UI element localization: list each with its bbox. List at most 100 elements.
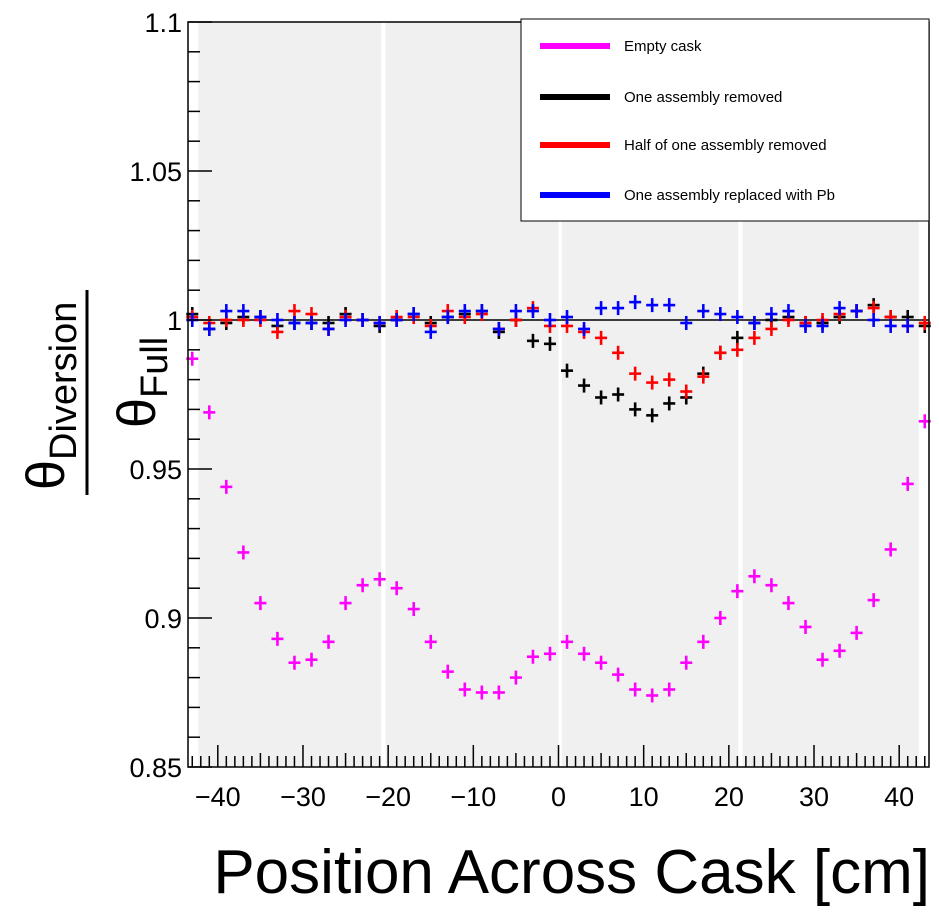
data-point	[526, 333, 539, 348]
data-point	[646, 408, 659, 423]
y-axis-title: θ Diversion θ Full	[16, 290, 176, 495]
data-point	[629, 402, 642, 417]
data-point	[543, 646, 556, 661]
legend-label: One assembly removed	[624, 89, 782, 106]
data-point	[595, 330, 608, 345]
data-point	[748, 315, 761, 330]
data-point	[492, 685, 505, 700]
data-point	[543, 336, 556, 351]
data-point	[629, 295, 642, 310]
x-tick-label: 40	[884, 782, 914, 812]
data-point	[833, 301, 846, 316]
data-point	[714, 611, 727, 625]
data-point	[578, 646, 591, 661]
data-point	[339, 313, 352, 327]
data-point	[203, 405, 216, 420]
data-point	[390, 313, 403, 327]
data-point	[663, 396, 676, 411]
data-point	[356, 578, 369, 593]
x-tick-label: 20	[714, 782, 744, 812]
data-point	[680, 315, 693, 330]
data-point	[765, 578, 778, 593]
data-point	[782, 304, 795, 319]
legend-label: Half of one assembly removed	[624, 137, 827, 154]
data-point	[543, 313, 556, 327]
data-point	[322, 634, 335, 649]
data-point	[731, 342, 744, 357]
y-tick-label: 0.85	[129, 753, 182, 783]
data-point	[629, 366, 642, 381]
data-point	[407, 307, 420, 322]
data-point	[237, 545, 250, 560]
data-point	[663, 298, 676, 313]
y-tick-label: 1.05	[129, 157, 182, 187]
data-point	[254, 596, 267, 611]
data-point	[646, 298, 659, 313]
data-point	[748, 330, 761, 345]
data-point	[782, 596, 795, 611]
data-point	[765, 321, 778, 336]
data-point	[561, 310, 574, 325]
y-title-denominator-symbol: θ	[107, 398, 167, 428]
legend-label: One assembly replaced with Pb	[624, 187, 835, 204]
data-point	[526, 304, 539, 319]
data-point	[799, 619, 812, 634]
axes: 0.85 0.9 0.95 1 1.05 1.1 −40 −30 −20 −10 0 10 20 30 40	[129, 8, 926, 812]
data-point	[305, 315, 318, 330]
data-point	[526, 649, 539, 664]
data-point	[271, 324, 284, 339]
data-point	[697, 369, 710, 384]
legend: Empty cask One assembly removed Half of on…	[520, 18, 930, 222]
data-point	[271, 313, 284, 327]
data-point	[595, 390, 608, 405]
data-point	[867, 301, 880, 316]
data-point	[390, 581, 403, 596]
data-point	[339, 596, 352, 611]
data-point	[884, 542, 897, 557]
data-point	[220, 479, 233, 494]
data-point	[714, 307, 727, 322]
data-point	[680, 655, 693, 670]
data-point	[271, 631, 284, 646]
data-point	[475, 685, 488, 700]
y-tick-label: 0.9	[144, 604, 182, 634]
data-point	[203, 321, 216, 336]
data-point	[458, 682, 471, 697]
data-point	[288, 304, 301, 319]
data-point	[799, 318, 812, 333]
legend-entry: One assembly removed	[540, 89, 782, 106]
data-point	[578, 378, 591, 393]
x-tick-label: −30	[280, 782, 326, 812]
data-point	[595, 655, 608, 670]
legend-label: Empty cask	[624, 38, 702, 55]
data-point	[816, 318, 829, 333]
data-point	[850, 625, 863, 640]
data-point	[475, 304, 488, 319]
series-points	[186, 351, 931, 703]
data-point	[629, 682, 642, 697]
data-point	[646, 688, 659, 703]
data-point	[867, 593, 880, 608]
data-point	[492, 321, 505, 336]
data-point	[424, 324, 437, 339]
data-point	[595, 301, 608, 316]
legend-items: Empty cask One assembly removed Half of on…	[540, 38, 835, 204]
data-point	[612, 387, 625, 402]
legend-entry: Empty cask	[540, 38, 702, 55]
data-point	[646, 375, 659, 390]
data-point	[816, 652, 829, 667]
data-point	[714, 345, 727, 360]
y-tick-label: 0.95	[129, 455, 182, 485]
data-point	[509, 670, 522, 685]
data-point	[322, 321, 335, 336]
legend-entry: Half of one assembly removed	[540, 137, 827, 154]
x-tick-label: 0	[551, 782, 566, 812]
data-point	[731, 330, 744, 345]
data-point	[697, 304, 710, 319]
data-point	[697, 634, 710, 649]
data-point	[407, 602, 420, 617]
data-point	[901, 318, 914, 333]
data-point	[424, 634, 437, 649]
legend-entry: One assembly replaced with Pb	[540, 187, 835, 204]
data-point	[612, 301, 625, 316]
